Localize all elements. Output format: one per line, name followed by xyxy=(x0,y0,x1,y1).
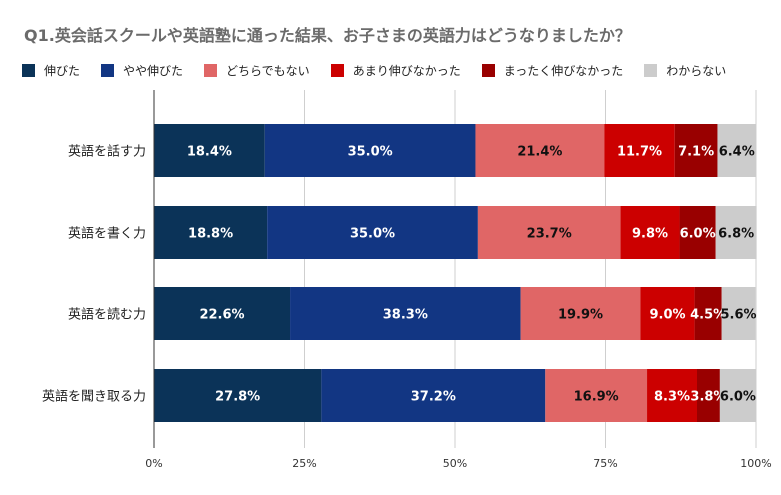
category-label: 英語を話す力 xyxy=(68,144,146,160)
x-tick-label: 75% xyxy=(593,457,617,470)
data-label: 6.0% xyxy=(720,390,756,405)
data-label: 27.8% xyxy=(215,390,260,405)
legend-label: まったく伸びなかった xyxy=(503,63,624,78)
bar-segment xyxy=(674,124,718,177)
data-label: 7.1% xyxy=(678,145,714,160)
legend-item: やや伸びた xyxy=(101,62,183,79)
bar-segment xyxy=(715,206,757,259)
x-tick-label: 0% xyxy=(145,457,162,470)
bar-segment xyxy=(647,369,698,422)
data-label: 6.4% xyxy=(719,145,755,160)
data-label: 5.6% xyxy=(721,308,757,323)
data-label: 6.0% xyxy=(680,227,716,242)
category-label: 英語を読む力 xyxy=(68,307,146,323)
bar-segment xyxy=(154,369,322,422)
chart-title: Q1.英会話スクールや英語塾に通った結果、お子さまの英語力はどうなりましたか？ xyxy=(24,26,631,45)
legend-item: 伸びた xyxy=(22,62,80,79)
legend-label: わからない xyxy=(666,63,727,78)
x-tick-label: 25% xyxy=(292,457,316,470)
legend-swatch xyxy=(330,63,344,77)
data-label: 16.9% xyxy=(574,390,619,405)
x-tick-label: 100% xyxy=(740,457,771,470)
bar-segment xyxy=(604,124,675,177)
bar-segment xyxy=(267,206,478,259)
data-label: 35.0% xyxy=(348,145,393,160)
data-label: 22.6% xyxy=(199,308,244,323)
category-label: 英語を書く力 xyxy=(68,226,146,242)
data-label: 3.8% xyxy=(690,390,726,405)
bar-segment xyxy=(154,287,291,340)
legend-label: やや伸びた xyxy=(123,63,184,78)
legend-swatch xyxy=(204,63,218,77)
legend-swatch xyxy=(644,63,658,77)
data-label: 18.8% xyxy=(188,227,233,242)
data-label: 11.7% xyxy=(617,145,662,160)
data-label: 19.9% xyxy=(558,308,603,323)
data-label: 35.0% xyxy=(350,227,395,242)
legend-label: どちらでもない xyxy=(226,63,310,78)
bar-segment xyxy=(717,124,756,177)
bar-segment xyxy=(264,124,476,177)
legend-item: あまり伸びなかった xyxy=(330,62,461,79)
bar-segment xyxy=(520,287,641,340)
legend-swatch xyxy=(481,63,495,77)
data-label: 8.3% xyxy=(654,390,690,405)
bar-segment xyxy=(545,369,648,422)
data-label: 4.5% xyxy=(690,308,726,323)
legend-label: あまり伸びなかった xyxy=(352,63,461,78)
legend-item: まったく伸びなかった xyxy=(481,62,624,79)
bar-segment xyxy=(679,206,716,259)
category-label: 英語を聞き取る力 xyxy=(42,389,146,405)
bar-segment xyxy=(321,369,546,422)
bar-segment xyxy=(475,124,605,177)
legend: 伸びた やや伸びた どちらでもない あまり伸びなかった まったく伸びなかった わからない xyxy=(22,61,747,79)
bar-segment xyxy=(694,287,722,340)
bar-segment xyxy=(154,124,265,177)
data-label: 9.8% xyxy=(632,227,668,242)
x-tick-label: 50% xyxy=(443,457,467,470)
bar-segment xyxy=(640,287,695,340)
legend-item: わからない xyxy=(644,62,726,79)
legend-label: 伸びた xyxy=(44,63,81,78)
data-label: 18.4% xyxy=(187,145,232,160)
data-label: 9.0% xyxy=(649,308,685,323)
data-label: 37.2% xyxy=(411,390,456,405)
data-label: 38.3% xyxy=(383,308,428,323)
bar-segment xyxy=(697,369,720,422)
bar-segment xyxy=(721,287,756,340)
legend-swatch xyxy=(101,63,115,77)
data-label: 21.4% xyxy=(517,145,562,160)
legend-item: どちらでもない xyxy=(204,62,310,79)
bar-segment xyxy=(719,369,756,422)
data-label: 6.8% xyxy=(718,227,754,242)
bar-segment xyxy=(477,206,621,259)
data-label: 23.7% xyxy=(527,227,572,242)
bar-segment xyxy=(290,287,521,340)
legend-swatch xyxy=(22,63,35,77)
bar-segment xyxy=(154,206,268,259)
bar-segment xyxy=(620,206,680,259)
